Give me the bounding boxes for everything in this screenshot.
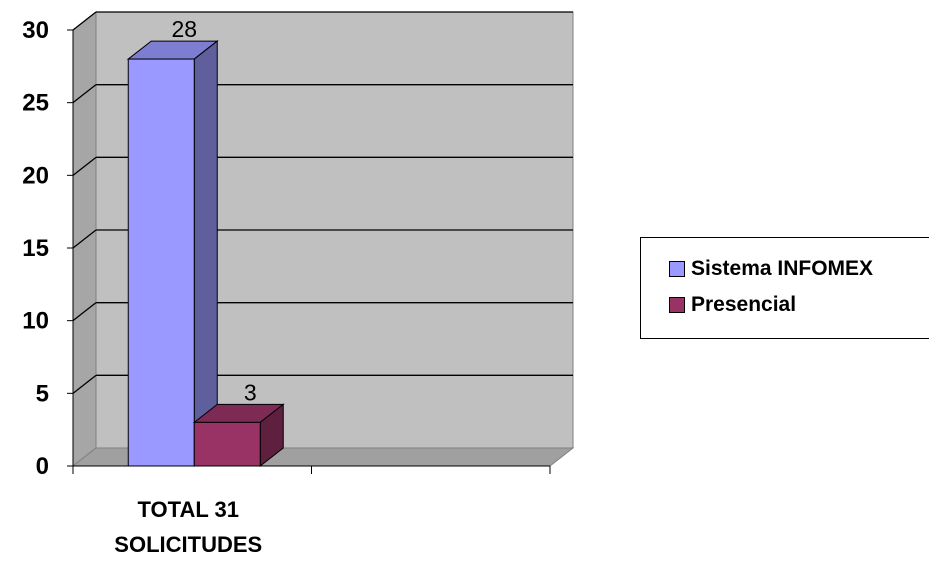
gridline-side [72,374,97,394]
gridline-side [72,84,97,104]
legend-label-sistema-infomex: Sistema INFOMEX [691,257,874,280]
y-tick-label: 30 [22,17,49,44]
legend-label-presencial: Presencial [691,293,797,316]
x-category-label: SOLICITUDES [114,532,262,557]
y-tick-label: 10 [22,308,49,335]
y-tick-label: 20 [22,162,49,189]
x-category-label: TOTAL 31 [138,497,239,522]
legend-swatch-presencial [669,297,685,313]
gridline-side [72,11,97,31]
legend-item-presencial: Presencial [669,288,929,322]
y-axis: 0 5 10 15 20 25 30 [22,17,551,480]
chart-bars [126,40,285,468]
legend-swatch-sistema-infomex [669,261,685,277]
data-label-sistema-infomex: 28 [171,16,197,42]
bar-presencial [193,421,261,467]
gridline-side [72,156,97,176]
y-tick-label: 5 [36,380,49,407]
bar-sistema-infomex [127,58,195,467]
gridline-side [72,229,97,249]
y-tick-label: 0 [36,453,49,480]
chart-legend: Sistema INFOMEX Presencial [640,237,929,339]
gridline-side [72,302,97,322]
y-tick-label: 15 [22,235,49,262]
bar-side-sistema-infomex [193,40,218,468]
chart-labels: 28 3 TOTAL 31 SOLICITUDES [114,16,262,557]
y-tick-label: 25 [22,90,49,117]
data-label-presencial: 3 [244,379,257,405]
legend-item-sistema-infomex: Sistema INFOMEX [669,252,929,286]
